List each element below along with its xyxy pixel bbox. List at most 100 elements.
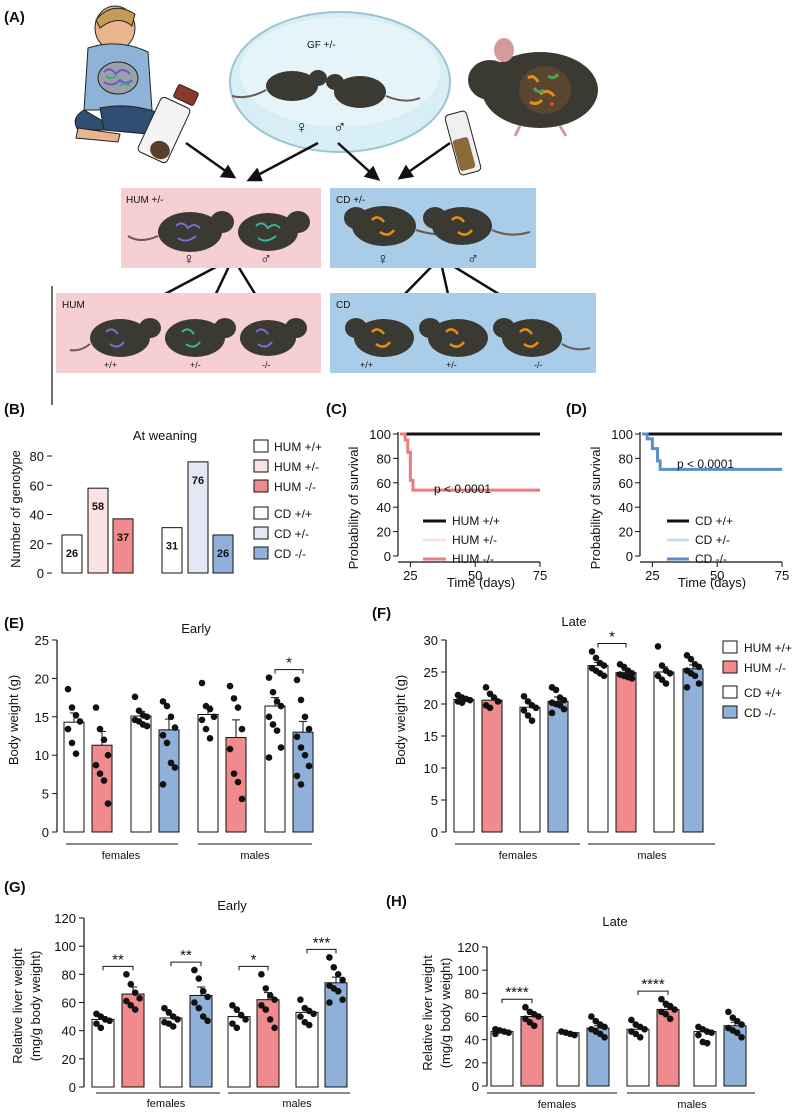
f-y-tick-label: 0 [431, 825, 438, 840]
e-data-point [104, 800, 112, 807]
f-data-point [588, 648, 596, 655]
g-data-point [174, 1016, 181, 1023]
hum-parent-male-symbol: ♂ [260, 251, 272, 268]
f-significance-bracket [597, 643, 627, 648]
h-data-point [596, 1030, 604, 1038]
g-data-point [123, 971, 130, 978]
e-data-point [238, 795, 246, 803]
f-data-point [691, 672, 699, 680]
hum-genotype-het: +/- [190, 360, 201, 370]
e-y-tick-label: 5 [42, 787, 49, 802]
cd-offspring-label: CD [336, 300, 350, 311]
h-data-point [628, 1016, 635, 1024]
h-chart: 0 20 40 60 80 100 120 **** **** [457, 940, 755, 1094]
c-y-tick-label: 60 [377, 476, 391, 491]
e-data-point [96, 770, 104, 777]
c-y-tick-label: 100 [369, 427, 391, 442]
e-data-point [202, 725, 210, 733]
h-data-point [658, 995, 665, 1003]
e-data-point [226, 682, 234, 690]
g-data-point [330, 963, 338, 971]
g-data-point [191, 999, 198, 1006]
e-data-point [297, 781, 305, 788]
e-data-point [143, 722, 151, 730]
b-title: At weaning [133, 428, 197, 443]
e-data-point [265, 754, 273, 761]
human-donor-illustration [74, 5, 199, 164]
g-bar [256, 999, 280, 1088]
e-y-tick-label: 15 [35, 710, 49, 725]
e-data-point [265, 674, 273, 681]
e-data-point [210, 713, 218, 721]
panel-c: (C) Probability of survival Time (days) … [326, 401, 547, 590]
g-y-tick-label: 120 [54, 911, 76, 926]
f-bar [587, 665, 609, 833]
f-y-tick-label: 30 [424, 633, 438, 648]
c-legend-ko: HUM -/- [452, 552, 494, 566]
e-data-point [131, 693, 139, 701]
g-data-point [326, 954, 333, 961]
g-data-point [233, 1024, 241, 1032]
f-data-point [520, 707, 528, 714]
f-ylabel: Body weight (g) [393, 675, 408, 765]
d-y-tick-label: 80 [619, 451, 633, 466]
e-data-point [92, 761, 100, 769]
b-legend: HUM +/+ HUM +/- HUM -/- CD +/+ CD +/- CD… [253, 439, 322, 561]
b-bar-value: 26 [66, 548, 78, 560]
g-data-point [131, 1006, 139, 1013]
h-bar [490, 1031, 514, 1087]
c-x-tick-label: 50 [468, 568, 482, 583]
f-data-point [486, 704, 494, 712]
panel-f: (F) Late Body weight (g) 0 5 10 15 20 25 30 * f… [372, 605, 792, 862]
f-data-point [683, 684, 691, 691]
gf-mouse-male [326, 74, 421, 108]
hum-parent-female [127, 211, 234, 252]
f-data-point [600, 672, 608, 680]
h-y-tick-label: 80 [465, 986, 479, 1001]
e-data-point [100, 736, 108, 744]
e-data-point [135, 707, 143, 714]
h-data-point [725, 1008, 732, 1016]
g-data-point [127, 980, 135, 988]
e-data-point [301, 751, 309, 759]
g-data-point [195, 975, 203, 982]
f-legend-swatch-hum-wt [722, 640, 738, 654]
e-bar [130, 715, 152, 833]
g-data-point [310, 1010, 317, 1018]
e-significance-label: * [286, 655, 292, 672]
e-data-point [72, 711, 80, 719]
hum-genotype-wt: +/+ [104, 360, 117, 370]
h-data-point [526, 1018, 534, 1026]
e-y-tick-label: 10 [35, 748, 49, 763]
f-y-tick-label: 20 [424, 697, 438, 712]
g-data-point [106, 1017, 113, 1025]
h-ylabel-line1: Relative liver weight [420, 955, 435, 1071]
h-data-point [695, 1031, 702, 1039]
h-y-tick-label: 20 [465, 1056, 479, 1071]
f-data-point [600, 662, 608, 669]
f-data-point [548, 709, 556, 717]
panel-b: (B) At weaning Number of genotype 0 20 40 6… [4, 286, 322, 581]
e-data-point [305, 725, 313, 733]
e-data-point [96, 725, 104, 733]
e-y-tick-label: 0 [42, 825, 49, 840]
b-bar-value: 37 [117, 532, 129, 544]
g-data-point [169, 1023, 177, 1030]
g-ylabel-line2: (mg/g body weight) [28, 951, 43, 1062]
f-legend-swatch-cd-wt [722, 685, 738, 699]
e-data-point [100, 777, 108, 784]
b-legend-swatch-hum-het [253, 459, 269, 473]
panel-d-label: (D) [566, 401, 587, 418]
f-data-point [552, 686, 560, 694]
panel-e: (E) Early Body weight (g) 0 5 10 15 20 25 * fe… [4, 615, 314, 862]
e-data-point [297, 744, 305, 751]
b-bar [87, 487, 109, 574]
panel-g-label: (G) [4, 879, 26, 896]
h-y-tick-label: 120 [457, 940, 479, 955]
f-y-tick-label: 10 [424, 761, 438, 776]
g-data-point [161, 1004, 168, 1012]
h-data-point [733, 1017, 741, 1025]
e-significance-bracket [274, 669, 304, 674]
f-data-point [695, 680, 703, 687]
g-significance-label: *** [313, 934, 331, 951]
